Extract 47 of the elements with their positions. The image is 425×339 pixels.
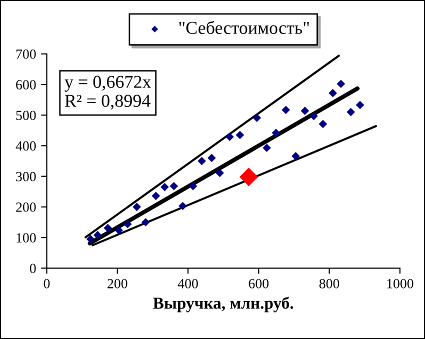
point xyxy=(160,182,169,192)
point xyxy=(346,108,355,116)
point xyxy=(104,224,112,232)
point xyxy=(336,80,346,88)
annotation: y = 0,6672x R² = 0,8994 xyxy=(64,76,152,110)
y-tick-label: 700 xyxy=(16,49,36,59)
point xyxy=(141,218,150,226)
point xyxy=(132,202,141,212)
y-tick-label: 400 xyxy=(16,141,36,151)
y-tick-label: 300 xyxy=(16,172,36,182)
point xyxy=(152,192,160,200)
y-tick-label: 0 xyxy=(30,264,36,274)
point xyxy=(328,88,337,98)
point xyxy=(226,132,234,142)
point xyxy=(198,156,206,166)
point xyxy=(282,106,290,114)
point xyxy=(272,128,280,138)
y-tick-label: 200 xyxy=(16,202,36,212)
legend-label: "Себестоимость" xyxy=(179,20,309,34)
point xyxy=(239,168,258,186)
point xyxy=(300,106,310,115)
point xyxy=(170,182,178,190)
x-axis-title: Выручка, млн.руб. xyxy=(153,296,294,312)
y-tick-label: 600 xyxy=(16,80,36,90)
point xyxy=(262,144,271,152)
point xyxy=(86,234,95,244)
point xyxy=(318,120,328,128)
point xyxy=(114,226,123,234)
point xyxy=(236,130,244,140)
x-tick-label: 600 xyxy=(248,278,269,288)
y-tick-label: 500 xyxy=(16,110,36,120)
x-tick-label: 800 xyxy=(319,278,340,288)
x-tick-label: 0 xyxy=(44,278,50,288)
point xyxy=(252,114,262,122)
point xyxy=(208,154,216,162)
point xyxy=(188,182,198,190)
x-tick-label: 1000 xyxy=(387,278,414,288)
y-tick-label: 100 xyxy=(16,233,36,242)
point xyxy=(292,152,300,160)
x-tick-label: 200 xyxy=(108,278,128,288)
point xyxy=(356,100,364,110)
point xyxy=(123,220,132,228)
x-tick-label: 400 xyxy=(178,278,198,288)
point xyxy=(178,202,187,210)
point xyxy=(93,230,102,240)
point xyxy=(216,168,224,178)
point xyxy=(310,112,318,120)
